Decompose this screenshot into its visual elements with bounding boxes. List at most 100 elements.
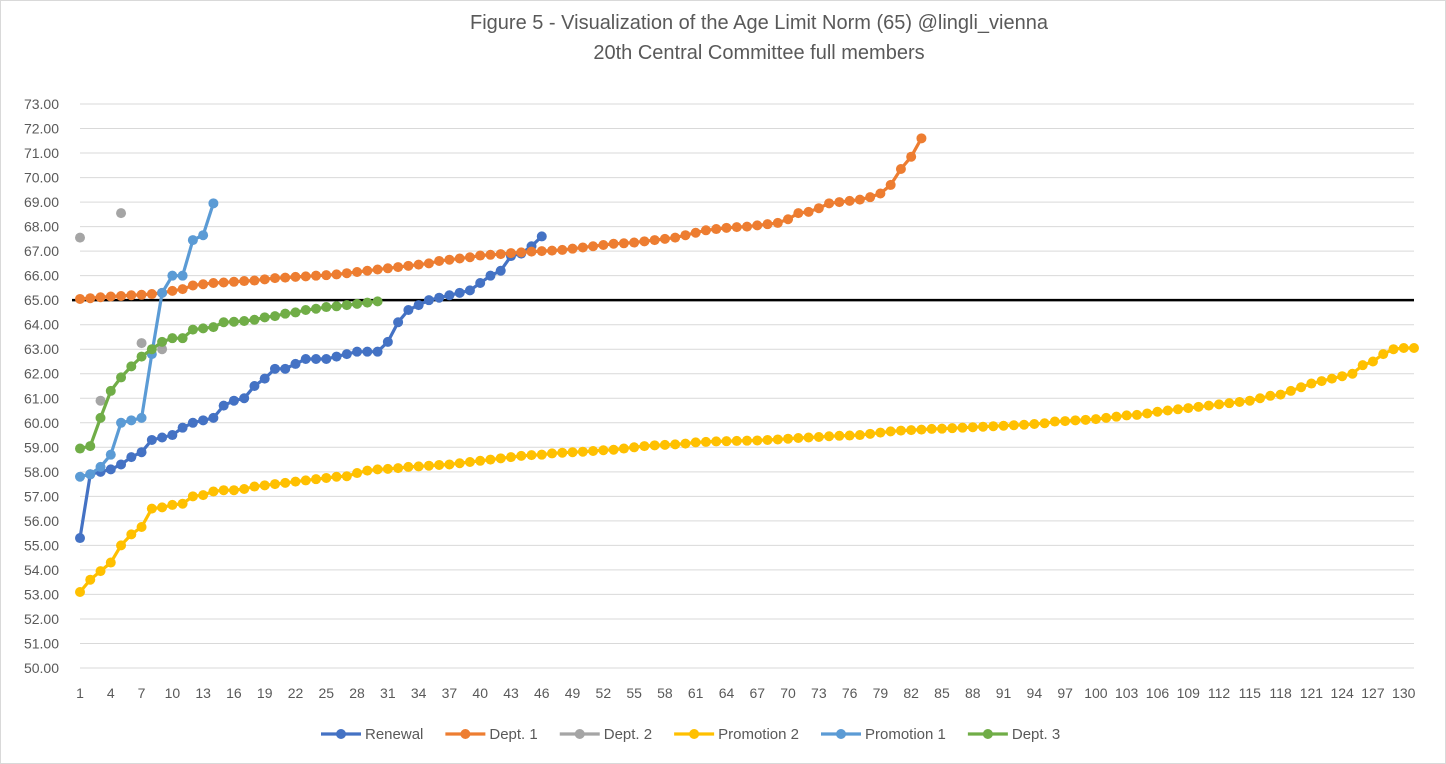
series-promotion-2: [75, 342, 1419, 597]
data-point: [280, 363, 291, 374]
x-tick-label: 94: [1027, 685, 1043, 701]
data-point: [311, 354, 322, 365]
x-tick-label: 127: [1361, 685, 1385, 701]
data-point: [187, 280, 198, 291]
data-point: [259, 373, 270, 384]
data-point: [526, 246, 537, 257]
data-point: [352, 298, 363, 309]
data-point: [228, 316, 239, 327]
data-point: [95, 412, 106, 423]
data-point: [885, 426, 896, 437]
data-point: [824, 431, 835, 442]
x-tick-label: 55: [626, 685, 642, 701]
data-point: [105, 385, 116, 396]
data-point: [444, 254, 455, 265]
data-point: [136, 522, 147, 532]
data-point: [187, 417, 198, 428]
legend-swatch-marker: [982, 729, 993, 739]
data-point: [813, 432, 824, 443]
data-point: [824, 198, 835, 209]
data-point: [608, 444, 619, 455]
data-point: [105, 557, 116, 568]
data-point: [95, 395, 106, 406]
data-point: [721, 436, 732, 447]
data-point: [464, 457, 475, 468]
data-point: [116, 291, 127, 302]
data-point: [1398, 342, 1409, 353]
data-point: [362, 465, 373, 476]
data-point: [311, 270, 322, 281]
data-point: [1224, 398, 1235, 409]
data-point: [1265, 390, 1276, 401]
data-point: [403, 260, 414, 271]
data-point: [1275, 389, 1286, 400]
data-point: [331, 269, 342, 280]
legend-label: Promotion 2: [718, 726, 799, 743]
data-point: [629, 442, 640, 453]
data-point: [649, 235, 660, 246]
data-point: [793, 208, 804, 219]
x-tick-label: 43: [503, 685, 519, 701]
data-point: [639, 441, 650, 452]
data-point: [362, 297, 373, 308]
data-point: [1111, 411, 1122, 422]
data-point: [762, 434, 773, 445]
x-tick-label: 19: [257, 685, 273, 701]
x-tick-label: 22: [288, 685, 304, 701]
series-dept-3: [75, 296, 383, 454]
data-point: [321, 302, 332, 313]
y-tick-label: 62.00: [24, 366, 59, 382]
y-tick-label: 66.00: [24, 268, 59, 284]
x-tick-label: 16: [226, 685, 242, 701]
data-point: [1172, 404, 1183, 415]
data-point: [495, 265, 506, 276]
data-point: [218, 277, 229, 288]
y-tick-label: 73.00: [24, 96, 59, 112]
data-point: [854, 194, 865, 205]
data-point: [393, 317, 404, 328]
data-point: [1039, 418, 1050, 429]
data-point: [198, 323, 209, 334]
data-point: [762, 219, 773, 230]
data-point: [331, 301, 342, 312]
x-tick-label: 40: [472, 685, 488, 701]
data-point: [157, 344, 168, 355]
data-point: [875, 188, 886, 199]
data-point: [444, 459, 455, 470]
data-point: [639, 236, 650, 247]
data-point: [1285, 385, 1296, 396]
data-point: [670, 439, 681, 450]
data-point: [239, 316, 250, 327]
data-point: [875, 427, 886, 438]
x-tick-label: 70: [780, 685, 796, 701]
data-point: [208, 486, 219, 497]
legend-item-promotion-1: Promotion 1: [821, 726, 946, 743]
data-point: [423, 258, 434, 269]
data-point: [475, 455, 486, 466]
data-point: [978, 421, 989, 432]
data-point: [372, 464, 383, 475]
data-point: [742, 435, 752, 446]
data-point: [382, 336, 393, 347]
data-point: [280, 477, 291, 488]
data-point: [249, 381, 260, 391]
data-point: [95, 566, 106, 577]
data-point: [690, 437, 701, 448]
data-point: [177, 270, 188, 281]
data-point: [1090, 414, 1101, 425]
y-tick-label: 63.00: [24, 341, 59, 357]
data-point: [228, 276, 239, 287]
x-tick-label: 103: [1115, 685, 1139, 701]
data-point: [516, 450, 527, 461]
data-point: [321, 270, 332, 281]
data-point: [711, 224, 722, 235]
data-point: [485, 249, 496, 260]
data-point: [629, 237, 640, 248]
legend-swatch-marker: [836, 729, 846, 739]
data-point: [618, 443, 629, 454]
x-tick-label: 73: [811, 685, 827, 701]
data-point: [116, 417, 127, 428]
data-point: [75, 232, 85, 243]
data-point: [659, 233, 670, 244]
data-point: [1142, 408, 1153, 419]
